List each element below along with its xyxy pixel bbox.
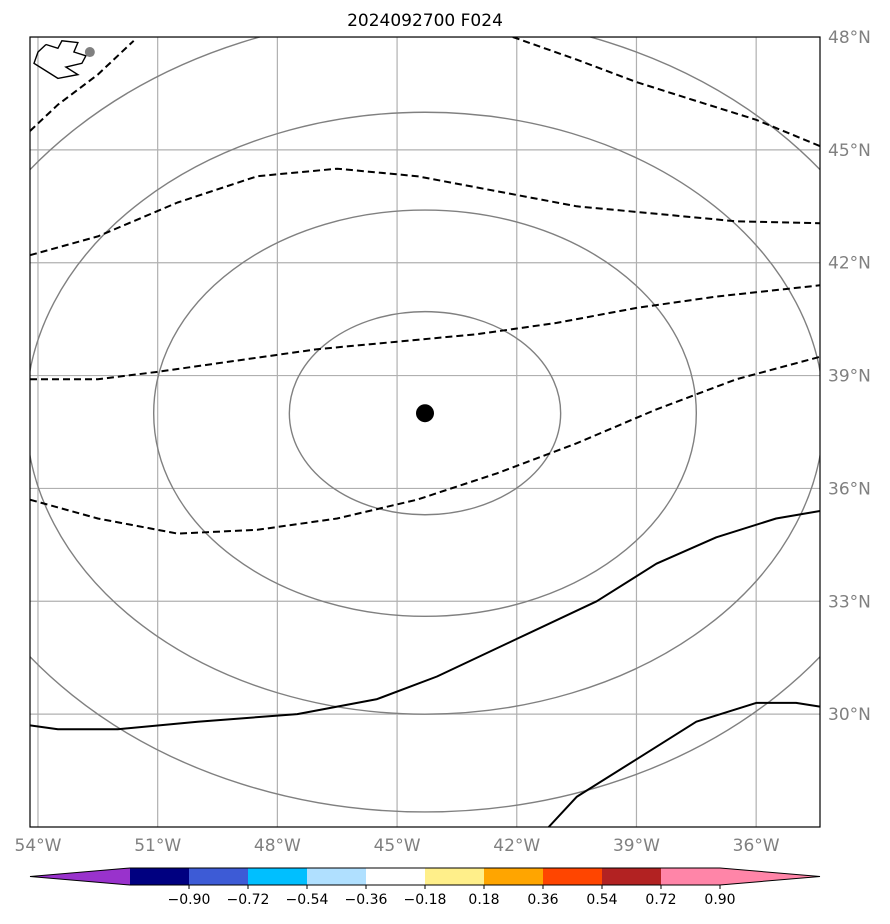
range-ring <box>152 209 698 618</box>
solid-contour <box>30 510 820 731</box>
colorbar-segment <box>543 868 603 885</box>
colorbar-tick-label: −0.90 <box>168 892 211 908</box>
dashed-contour <box>30 284 820 381</box>
dashed-contour <box>30 167 820 257</box>
colorbar-segment <box>189 868 249 885</box>
range-ring <box>288 310 562 516</box>
colorbar-tick-label: 0.36 <box>527 892 558 908</box>
range-ring <box>30 37 820 813</box>
colorbar-segment <box>602 868 662 885</box>
map-title: 2024092700 F024 <box>347 11 503 31</box>
colorbar-tick-label: −0.72 <box>227 892 270 908</box>
dashed-contour <box>30 355 820 535</box>
storm-center <box>416 404 434 423</box>
colorbar-tick-label: 0.54 <box>586 892 617 908</box>
map-frame <box>29 36 821 828</box>
latitude-tick-label: 42°N <box>828 254 871 274</box>
colorbar-segment <box>425 868 485 885</box>
colorbar-segment <box>484 868 544 885</box>
latitude-tick-label: 48°N <box>828 28 871 48</box>
latitude-tick-label: 36°N <box>828 479 871 499</box>
dashed-contour <box>512 37 820 148</box>
latitude-tick-label: 45°N <box>828 141 871 161</box>
colorbar-tick-label: 0.18 <box>468 892 499 908</box>
coast-marker <box>84 47 95 58</box>
colorbar-tick-label: −0.36 <box>345 892 388 908</box>
solid-contour <box>547 701 820 827</box>
dashed-contour <box>30 40 135 132</box>
longitude-tick-label: 45°W <box>374 836 421 856</box>
colorbar-segment <box>307 868 367 885</box>
longitude-tick-label: 36°W <box>733 836 780 856</box>
latitude-labels: 48°N 45°N 42°N 39°N 36°N 33°N 30°N <box>828 28 871 725</box>
colorbar-tick-label: 0.90 <box>704 892 735 908</box>
latitude-tick-label: 30°N <box>828 705 871 725</box>
colorbar-tick-label: −0.18 <box>404 892 447 908</box>
coastline <box>33 40 95 80</box>
colorbar: −0.90 −0.72 −0.54 −0.36 −0.18 0.18 0.36 0.54 0.7… <box>29 867 821 908</box>
colorbar-segment <box>366 868 426 885</box>
longitude-tick-label: 51°W <box>134 836 181 856</box>
storm-center-dot <box>416 404 434 423</box>
colorbar-min-extension <box>30 868 130 885</box>
colorbar-tick-label: −0.54 <box>286 892 329 908</box>
newfoundland-coast <box>33 40 87 80</box>
longitude-labels: 54°W 51°W 48°W 45°W 42°W 39°W 36°W <box>15 836 780 856</box>
latitude-tick-label: 33°N <box>828 592 871 612</box>
colorbar-segment <box>130 868 190 885</box>
range-ring <box>30 111 820 715</box>
longitude-tick-label: 42°W <box>493 836 540 856</box>
colorbar-max-extension <box>720 868 820 885</box>
colorbar-segment <box>248 868 308 885</box>
colorbar-tick-label: 0.72 <box>645 892 676 908</box>
longitude-tick-label: 48°W <box>254 836 301 856</box>
latitude-tick-label: 39°N <box>828 367 871 387</box>
longitude-tick-label: 39°W <box>613 836 660 856</box>
contour-lines <box>30 37 820 827</box>
range-rings <box>30 37 820 813</box>
colorbar-segment <box>661 868 721 885</box>
longitude-tick-label: 54°W <box>15 836 62 856</box>
colorbar-outline <box>29 867 821 886</box>
map-plot-area <box>30 37 820 827</box>
